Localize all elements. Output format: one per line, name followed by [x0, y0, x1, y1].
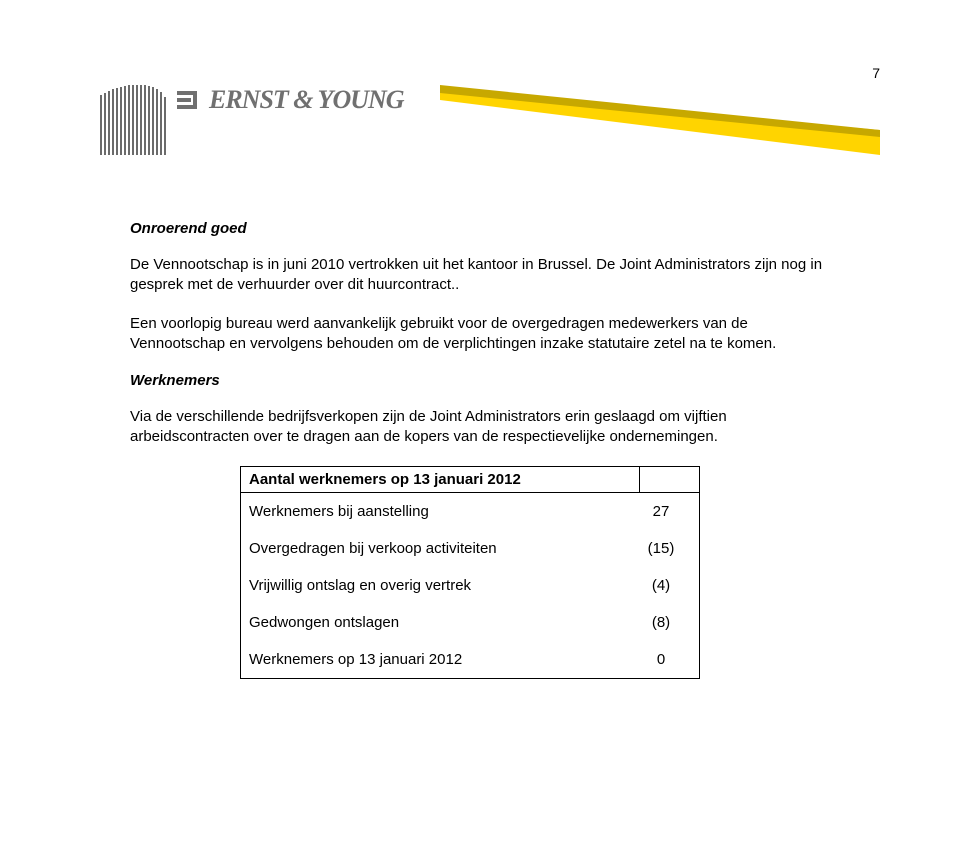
row-value: (8) — [631, 614, 691, 631]
section-title-onroerend: Onroerend goed — [130, 220, 830, 237]
row-value: (15) — [631, 540, 691, 557]
ey-swoosh-graphic — [440, 85, 880, 175]
table-row: Vrijwillig ontslag en overig vertrek (4) — [241, 567, 699, 604]
row-label: Vrijwillig ontslag en overig vertrek — [249, 577, 631, 594]
header-bars-graphic — [100, 85, 166, 155]
page: ERNST & YOUNG 7 Onroerend goed De Vennoo… — [0, 0, 960, 867]
row-label: Gedwongen ontslagen — [249, 614, 631, 631]
ey-logo-mark-icon — [175, 87, 201, 113]
table-row: Overgedragen bij verkoop activiteiten (1… — [241, 530, 699, 567]
row-value: 27 — [631, 503, 691, 520]
table-body: Werknemers bij aanstelling 27 Overgedrag… — [240, 493, 700, 679]
paragraph: Via de verschillende bedrijfsverkopen zi… — [130, 407, 830, 448]
table-row: Gedwongen ontslagen (8) — [241, 604, 699, 641]
paragraph: De Vennootschap is in juni 2010 vertrokk… — [130, 255, 830, 296]
page-number: 7 — [872, 65, 880, 81]
content-area: Onroerend goed De Vennootschap is in jun… — [130, 220, 830, 679]
row-label: Werknemers op 13 januari 2012 — [249, 651, 631, 668]
ey-logo-text: ERNST & YOUNG — [209, 85, 404, 115]
table-header-empty — [640, 466, 700, 493]
row-label: Overgedragen bij verkoop activiteiten — [249, 540, 631, 557]
row-value: 0 — [631, 651, 691, 668]
section-title-werknemers: Werknemers — [130, 372, 830, 389]
row-label: Werknemers bij aanstelling — [249, 503, 631, 520]
table-row: Werknemers bij aanstelling 27 — [241, 493, 699, 530]
table-header: Aantal werknemers op 13 januari 2012 — [240, 466, 640, 493]
row-value: (4) — [631, 577, 691, 594]
table-header-row: Aantal werknemers op 13 januari 2012 — [240, 466, 700, 493]
employees-table: Aantal werknemers op 13 januari 2012 Wer… — [240, 466, 700, 679]
paragraph: Een voorlopig bureau werd aanvankelijk g… — [130, 314, 830, 355]
ernst-young-logo: ERNST & YOUNG — [175, 85, 404, 115]
table-row: Werknemers op 13 januari 2012 0 — [241, 641, 699, 679]
